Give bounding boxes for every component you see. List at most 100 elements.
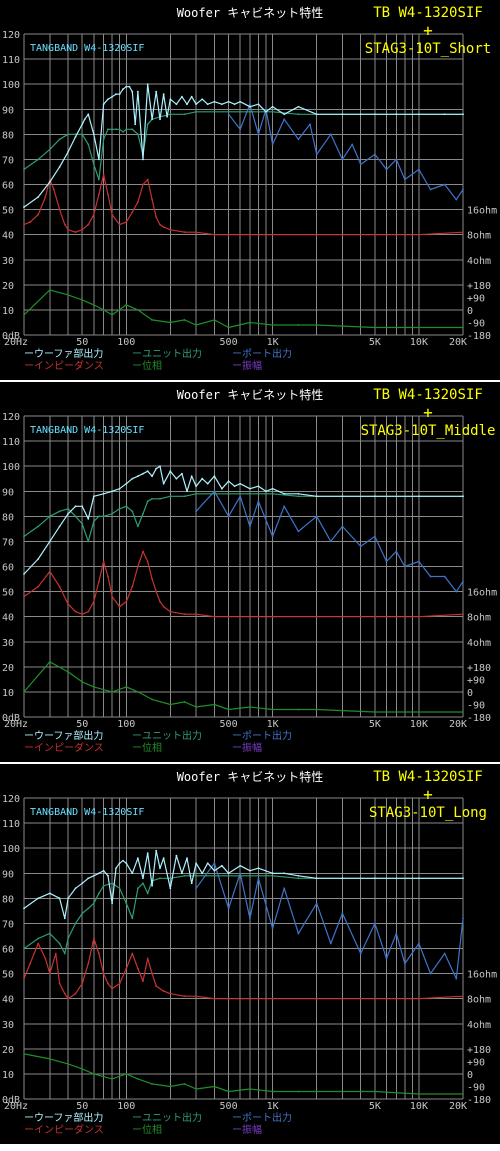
data-point-woofer-output xyxy=(146,852,149,855)
x-tick-label: 5K xyxy=(369,337,381,348)
data-point-woofer-output xyxy=(92,874,95,877)
data-point-woofer-output xyxy=(67,512,69,515)
grid xyxy=(23,415,464,718)
data-point-port-output xyxy=(329,942,332,945)
data-point-port-output xyxy=(351,143,354,146)
data-point-unit-output xyxy=(67,133,69,136)
data-point-port-output xyxy=(418,168,420,171)
data-point-unit-output xyxy=(213,492,216,495)
data-point-phase xyxy=(23,1052,25,1055)
data-point-woofer-output xyxy=(118,487,121,490)
data-point-woofer-output xyxy=(213,475,216,478)
y-tick-label: 10 xyxy=(2,1070,14,1081)
data-point-woofer-output xyxy=(462,113,464,116)
y-tick-label: 100 xyxy=(2,80,20,91)
data-point-port-output xyxy=(373,535,376,538)
data-point-phase xyxy=(195,1088,198,1090)
data-point-impedance xyxy=(249,233,251,236)
data-point-phase xyxy=(136,691,139,693)
data-point-impedance xyxy=(227,615,230,618)
data-point-woofer-output xyxy=(81,505,84,508)
data-point-woofer-output xyxy=(181,95,183,98)
data-point-unit-output xyxy=(227,110,230,113)
data-point-woofer-output xyxy=(136,475,139,478)
legend-woofer-output: ーウーファ部出力 xyxy=(24,1111,103,1124)
data-point-phase xyxy=(48,1057,51,1060)
data-point-port-output xyxy=(462,580,464,583)
data-point-unit-output xyxy=(98,892,100,895)
data-point-impedance xyxy=(131,952,134,955)
data-point-unit-output xyxy=(146,892,149,895)
series-port-output xyxy=(195,490,464,593)
data-point-impedance xyxy=(29,221,31,224)
legend-amplitude: ー振幅 xyxy=(232,1123,262,1136)
data-point-impedance xyxy=(102,560,105,563)
data-point-woofer-output xyxy=(131,90,134,93)
data-point-woofer-output xyxy=(186,857,188,860)
data-point-unit-output xyxy=(146,123,149,126)
right-axis-label: -90 xyxy=(467,318,485,329)
right-axis-label: 0 xyxy=(467,688,473,699)
data-point-phase xyxy=(462,326,464,329)
data-point-phase xyxy=(315,708,318,711)
data-point-woofer-output xyxy=(142,472,144,475)
data-point-unit-output xyxy=(249,492,251,495)
data-point-woofer-output xyxy=(190,475,193,478)
data-point-impedance xyxy=(74,992,77,995)
data-point-port-output xyxy=(403,178,406,181)
data-point-woofer-output xyxy=(181,872,183,875)
y-tick-label: 120 xyxy=(2,794,20,805)
data-point-port-output xyxy=(455,198,458,201)
data-point-woofer-output xyxy=(443,113,446,116)
data-point-woofer-output xyxy=(151,118,153,121)
data-point-unit-output xyxy=(159,877,161,880)
data-point-woofer-output xyxy=(128,85,131,88)
right-axis-label: +180 xyxy=(467,663,491,674)
data-point-phase xyxy=(462,1093,464,1095)
right-axis-label: 16ohm xyxy=(467,206,497,217)
data-point-port-output xyxy=(462,917,464,920)
data-point-phase xyxy=(169,321,172,324)
right-axis-label: +90 xyxy=(467,675,485,686)
series-impedance xyxy=(23,937,464,1000)
data-point-phase xyxy=(373,1090,376,1093)
data-point-unit-output xyxy=(58,138,61,141)
data-point-impedance xyxy=(125,967,128,970)
data-point-phase xyxy=(227,326,230,329)
data-point-woofer-output xyxy=(111,490,114,493)
data-point-unit-output xyxy=(48,148,51,151)
data-point-woofer-output xyxy=(125,85,128,88)
data-point-port-output xyxy=(455,977,458,980)
data-point-impedance xyxy=(155,985,158,988)
data-point-impedance xyxy=(58,585,61,588)
data-point-phase xyxy=(48,660,51,663)
data-point-woofer-output xyxy=(283,492,286,495)
y-tick-label: 50 xyxy=(2,588,14,599)
data-point-unit-output xyxy=(227,492,230,495)
data-point-unit-output xyxy=(87,907,90,910)
y-tick-label: 90 xyxy=(2,869,14,880)
data-point-port-output xyxy=(249,525,251,528)
data-point-woofer-output xyxy=(162,93,165,96)
right-axis-label: 8ohm xyxy=(467,995,491,1006)
y-tick-label: 80 xyxy=(2,130,14,141)
data-point-unit-output xyxy=(195,492,198,495)
data-point-impedance xyxy=(227,997,230,1000)
data-point-unit-output xyxy=(227,874,230,877)
data-point-unit-output xyxy=(118,128,121,131)
y-tick-label: 90 xyxy=(2,487,14,498)
data-point-woofer-output xyxy=(195,485,198,488)
data-point-woofer-output xyxy=(395,113,398,116)
data-point-unit-output xyxy=(125,128,128,131)
data-point-impedance xyxy=(462,995,464,998)
data-point-port-output xyxy=(213,862,216,865)
data-point-unit-output xyxy=(23,947,25,950)
x-tick-label: 20K xyxy=(449,719,467,730)
data-point-impedance xyxy=(63,992,66,995)
grid xyxy=(23,797,464,1100)
data-point-unit-output xyxy=(37,158,40,161)
x-tick-label: 100 xyxy=(117,337,135,348)
data-point-impedance xyxy=(74,231,77,234)
data-point-woofer-output xyxy=(297,492,300,495)
